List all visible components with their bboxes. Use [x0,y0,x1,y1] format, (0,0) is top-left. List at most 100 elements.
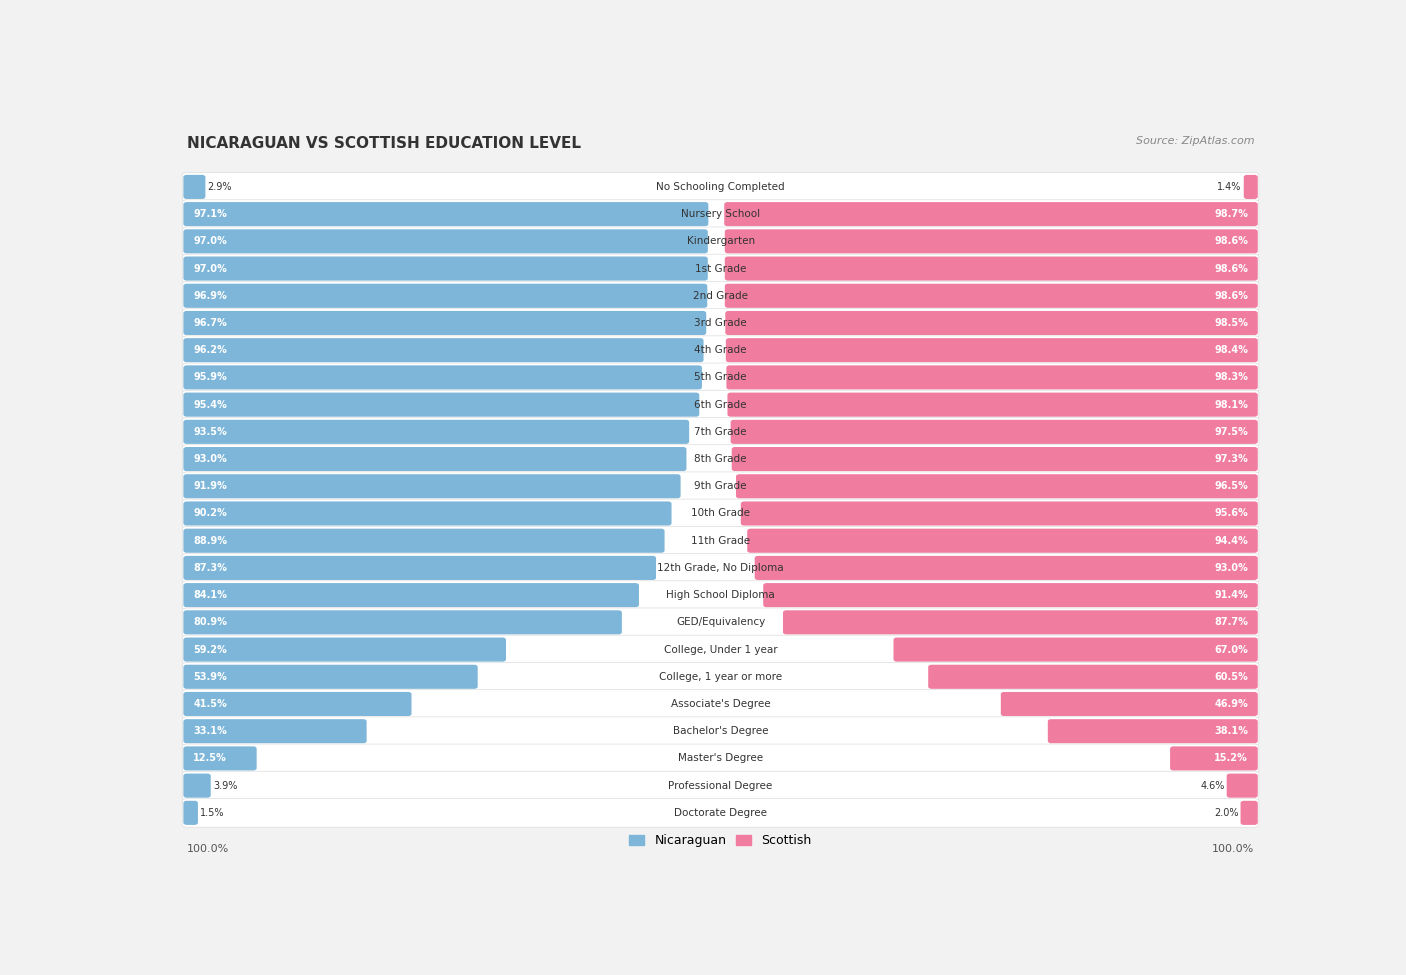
FancyBboxPatch shape [183,556,657,580]
FancyBboxPatch shape [183,662,1258,691]
Text: 11th Grade: 11th Grade [690,535,751,546]
FancyBboxPatch shape [183,528,665,553]
Text: Nursery School: Nursery School [681,209,761,219]
Text: 98.6%: 98.6% [1215,263,1249,274]
Text: 93.0%: 93.0% [1215,563,1249,573]
Text: 96.2%: 96.2% [193,345,226,355]
FancyBboxPatch shape [1170,747,1258,770]
Legend: Nicaraguan, Scottish: Nicaraguan, Scottish [624,830,817,852]
Text: Doctorate Degree: Doctorate Degree [673,808,768,818]
FancyBboxPatch shape [727,366,1258,389]
Text: 100.0%: 100.0% [187,844,229,854]
Text: 9th Grade: 9th Grade [695,482,747,491]
Text: 93.5%: 93.5% [193,427,226,437]
FancyBboxPatch shape [183,420,689,444]
FancyBboxPatch shape [183,800,198,825]
FancyBboxPatch shape [724,202,1258,226]
Text: 5th Grade: 5th Grade [695,372,747,382]
FancyBboxPatch shape [183,744,1258,773]
FancyBboxPatch shape [183,771,1258,800]
Text: 97.5%: 97.5% [1215,427,1249,437]
Text: College, 1 year or more: College, 1 year or more [659,672,782,682]
FancyBboxPatch shape [735,474,1258,498]
Text: 98.1%: 98.1% [1215,400,1249,410]
Text: 88.9%: 88.9% [193,535,228,546]
FancyBboxPatch shape [183,173,1258,201]
Text: 33.1%: 33.1% [193,726,226,736]
Text: High School Diploma: High School Diploma [666,590,775,601]
FancyBboxPatch shape [183,554,1258,582]
FancyBboxPatch shape [183,474,681,498]
Text: 97.3%: 97.3% [1215,454,1249,464]
Text: 10th Grade: 10th Grade [692,509,749,519]
Text: 12th Grade, No Diploma: 12th Grade, No Diploma [657,563,785,573]
FancyBboxPatch shape [724,284,1258,308]
Text: 8th Grade: 8th Grade [695,454,747,464]
FancyBboxPatch shape [724,229,1258,254]
FancyBboxPatch shape [183,635,1258,664]
Text: 94.4%: 94.4% [1215,535,1249,546]
Text: Bachelor's Degree: Bachelor's Degree [673,726,768,736]
FancyBboxPatch shape [1244,175,1258,199]
Text: 4th Grade: 4th Grade [695,345,747,355]
FancyBboxPatch shape [183,309,1258,337]
FancyBboxPatch shape [183,583,638,607]
FancyBboxPatch shape [183,447,686,471]
FancyBboxPatch shape [183,390,1258,419]
FancyBboxPatch shape [183,799,1258,827]
FancyBboxPatch shape [183,284,707,308]
Text: 2.0%: 2.0% [1213,808,1239,818]
Text: 98.5%: 98.5% [1215,318,1249,328]
FancyBboxPatch shape [183,773,211,798]
FancyBboxPatch shape [183,256,707,281]
FancyBboxPatch shape [183,363,1258,392]
FancyBboxPatch shape [763,583,1258,607]
Text: 38.1%: 38.1% [1215,726,1249,736]
Text: 3.9%: 3.9% [212,781,238,791]
FancyBboxPatch shape [1047,720,1258,743]
Text: 46.9%: 46.9% [1215,699,1249,709]
FancyBboxPatch shape [731,447,1258,471]
FancyBboxPatch shape [183,717,1258,746]
Text: No Schooling Completed: No Schooling Completed [657,182,785,192]
FancyBboxPatch shape [183,311,706,335]
Text: 60.5%: 60.5% [1215,672,1249,682]
FancyBboxPatch shape [755,556,1258,580]
Text: 4.6%: 4.6% [1201,781,1225,791]
FancyBboxPatch shape [783,610,1258,635]
Text: 2.9%: 2.9% [208,182,232,192]
Text: Kindergarten: Kindergarten [686,236,755,247]
FancyBboxPatch shape [928,665,1258,688]
FancyBboxPatch shape [183,335,1258,365]
Text: 1.4%: 1.4% [1218,182,1241,192]
FancyBboxPatch shape [183,227,1258,255]
Text: 1st Grade: 1st Grade [695,263,747,274]
FancyBboxPatch shape [183,692,412,716]
Text: Associate's Degree: Associate's Degree [671,699,770,709]
FancyBboxPatch shape [1001,692,1258,716]
Text: 97.1%: 97.1% [193,209,226,219]
Text: 98.6%: 98.6% [1215,236,1249,247]
Text: 15.2%: 15.2% [1215,754,1249,763]
FancyBboxPatch shape [1226,773,1258,798]
Text: 87.7%: 87.7% [1215,617,1249,627]
Text: 96.5%: 96.5% [1215,482,1249,491]
Text: 67.0%: 67.0% [1215,644,1249,654]
FancyBboxPatch shape [183,610,621,635]
FancyBboxPatch shape [183,338,703,363]
FancyBboxPatch shape [183,393,699,416]
Text: 96.9%: 96.9% [193,291,226,300]
FancyBboxPatch shape [183,200,1258,228]
FancyBboxPatch shape [183,202,709,226]
Text: Master's Degree: Master's Degree [678,754,763,763]
FancyBboxPatch shape [183,720,367,743]
FancyBboxPatch shape [727,393,1258,416]
FancyBboxPatch shape [725,338,1258,363]
FancyBboxPatch shape [183,282,1258,310]
Text: 98.7%: 98.7% [1215,209,1249,219]
FancyBboxPatch shape [183,747,257,770]
FancyBboxPatch shape [183,417,1258,447]
Text: 87.3%: 87.3% [193,563,226,573]
Text: 84.1%: 84.1% [193,590,226,601]
FancyBboxPatch shape [747,528,1258,553]
